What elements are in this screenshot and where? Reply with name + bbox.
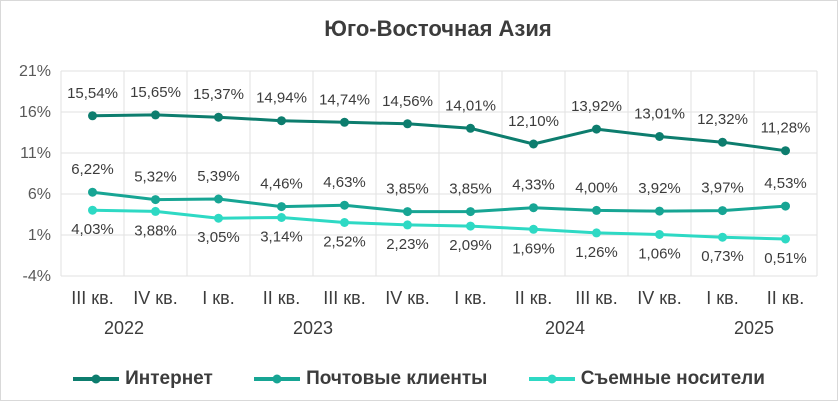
svg-text:13,92%: 13,92% [571,98,622,115]
svg-text:4,00%: 4,00% [575,179,618,196]
svg-text:3,92%: 3,92% [638,180,681,197]
svg-text:2024: 2024 [545,318,585,338]
svg-text:12,10%: 12,10% [508,113,559,130]
svg-text:IV кв.: IV кв. [133,288,177,308]
svg-text:II кв.: II кв. [767,288,804,308]
svg-text:4,03%: 4,03% [71,221,114,238]
svg-text:2025: 2025 [734,318,774,338]
svg-text:11,28%: 11,28% [761,120,811,137]
svg-text:III кв.: III кв. [323,288,365,308]
svg-text:II кв.: II кв. [515,288,552,308]
svg-text:2,52%: 2,52% [323,234,366,251]
svg-text:III кв.: III кв. [575,288,617,308]
svg-text:-4%: -4% [23,268,51,285]
svg-text:15,65%: 15,65% [130,84,181,101]
svg-text:15,37%: 15,37% [193,86,244,103]
svg-text:12,32%: 12,32% [697,111,748,128]
svg-text:16%: 16% [19,104,51,121]
svg-text:4,63%: 4,63% [323,174,366,191]
svg-text:11%: 11% [20,145,51,162]
svg-text:14,01%: 14,01% [445,97,496,114]
svg-text:3,88%: 3,88% [134,222,177,239]
svg-text:I кв.: I кв. [202,288,234,308]
svg-text:2,09%: 2,09% [449,237,492,254]
svg-text:6%: 6% [28,186,51,203]
svg-text:5,32%: 5,32% [134,169,177,186]
svg-text:I кв.: I кв. [454,288,486,308]
svg-text:15,54%: 15,54% [67,85,118,102]
svg-text:0,73%: 0,73% [701,248,744,265]
svg-text:I кв.: I кв. [706,288,738,308]
svg-text:1,69%: 1,69% [512,240,555,257]
svg-text:14,56%: 14,56% [382,93,433,110]
svg-text:21%: 21% [19,63,51,80]
svg-text:14,94%: 14,94% [256,90,307,107]
svg-text:IV кв.: IV кв. [637,288,681,308]
svg-text:3,97%: 3,97% [701,180,744,197]
svg-text:3,85%: 3,85% [386,181,429,198]
svg-text:1,06%: 1,06% [638,246,681,263]
svg-text:3,14%: 3,14% [260,229,303,246]
svg-text:2022: 2022 [104,318,144,338]
svg-text:6,22%: 6,22% [71,161,114,178]
svg-text:3,85%: 3,85% [449,181,492,198]
svg-text:4,46%: 4,46% [260,176,303,193]
svg-text:1,26%: 1,26% [575,244,618,261]
svg-text:4,53%: 4,53% [764,175,807,192]
svg-text:IV кв.: IV кв. [385,288,429,308]
svg-text:2023: 2023 [293,318,333,338]
svg-text:3,05%: 3,05% [197,229,240,246]
svg-text:0,51%: 0,51% [764,250,807,267]
svg-text:4,33%: 4,33% [512,177,555,194]
svg-text:5,39%: 5,39% [197,168,240,185]
svg-text:2,23%: 2,23% [386,236,429,253]
svg-text:14,74%: 14,74% [319,91,370,108]
svg-text:II кв.: II кв. [263,288,300,308]
svg-text:III кв.: III кв. [71,288,113,308]
svg-text:1%: 1% [28,227,51,244]
svg-text:13,01%: 13,01% [634,106,685,123]
